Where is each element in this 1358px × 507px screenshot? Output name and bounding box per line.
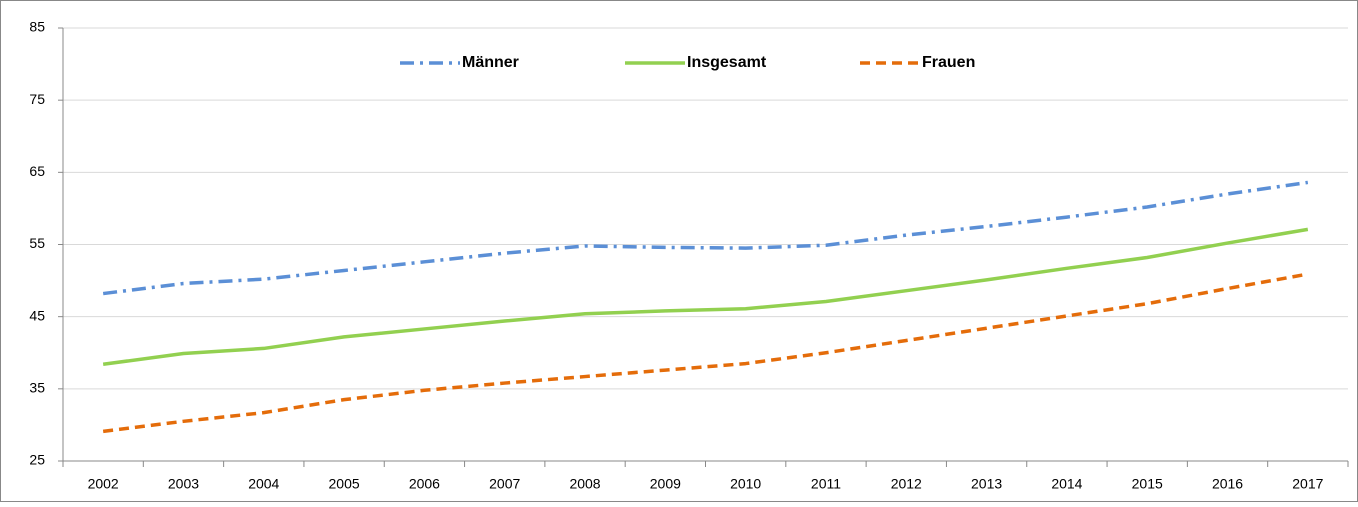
y-tick-label: 35 bbox=[29, 380, 45, 396]
x-tick-label: 2004 bbox=[248, 476, 279, 492]
x-tick-label: 2011 bbox=[811, 476, 841, 492]
y-tick-label: 65 bbox=[29, 163, 45, 179]
x-tick-label: 2012 bbox=[891, 476, 922, 492]
x-tick-label: 2002 bbox=[88, 476, 119, 492]
y-tick-label: 85 bbox=[29, 19, 45, 35]
series-line bbox=[102, 227, 1309, 367]
y-tick-label: 45 bbox=[29, 307, 45, 323]
x-tick-label: 2005 bbox=[329, 476, 360, 492]
series-line bbox=[102, 272, 1309, 434]
legend-label: Männer bbox=[462, 54, 519, 71]
y-tick-label: 75 bbox=[29, 91, 45, 107]
x-tick-label: 2008 bbox=[569, 476, 600, 492]
x-tick-label: 2013 bbox=[971, 476, 1002, 492]
legend-label: Frauen bbox=[922, 54, 975, 71]
series-line bbox=[102, 180, 1309, 296]
x-tick-label: 2016 bbox=[1212, 476, 1243, 492]
x-tick-label: 2003 bbox=[168, 476, 199, 492]
x-tick-label: 2006 bbox=[409, 476, 440, 492]
x-tick-label: 2014 bbox=[1051, 476, 1082, 492]
x-tick-label: 2010 bbox=[730, 476, 761, 492]
x-tick-label: 2015 bbox=[1132, 476, 1163, 492]
x-tick-label: 2017 bbox=[1292, 476, 1323, 492]
x-tick-label: 2009 bbox=[650, 476, 681, 492]
legend-label: Insgesamt bbox=[687, 54, 767, 71]
y-tick-label: 55 bbox=[29, 235, 45, 251]
y-tick-label: 25 bbox=[29, 452, 45, 468]
x-tick-label: 2007 bbox=[489, 476, 520, 492]
